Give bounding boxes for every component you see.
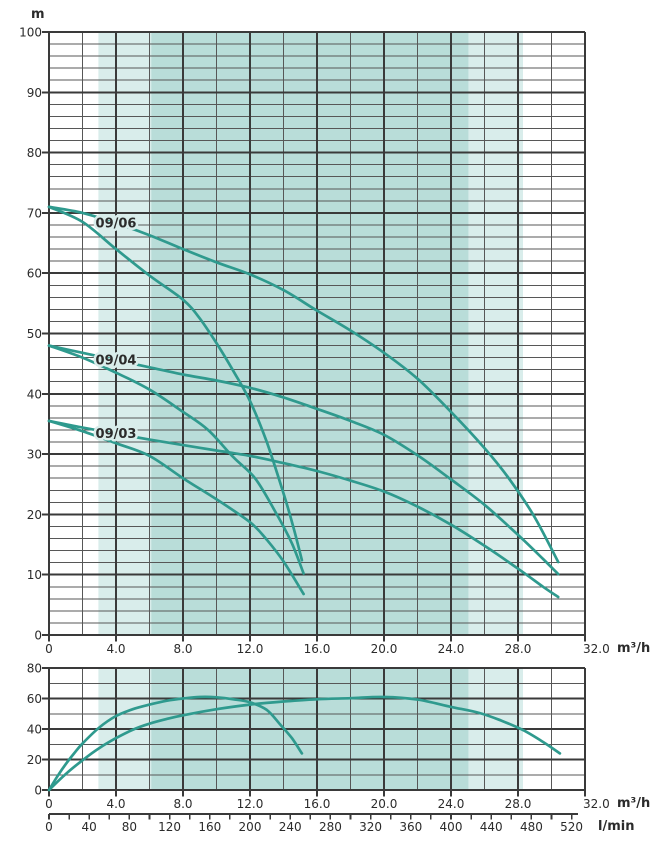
y-tick-label: 70 [27, 206, 42, 220]
lower-chart: 0 4.0 8.0 12.0 16.0 20.0 24.0 28.0 32.0 80 60 40 20 0 [27, 662, 610, 812]
x-tick-label: 16.0 [304, 642, 331, 656]
y-tick-label: 90 [27, 86, 42, 100]
y-tick-label: 0 [34, 784, 42, 798]
curve-lower-curve-flat-family [47, 695, 562, 792]
y-tick-label: 60 [27, 267, 42, 281]
x-tick-label: 20.0 [371, 797, 398, 811]
lmin-tick-label: 80 [122, 820, 137, 834]
lmin-tick-label: 400 [440, 820, 463, 834]
x-tick-label: 24.0 [438, 797, 465, 811]
lmin-tick-label: 320 [359, 820, 382, 834]
lmin-tick-label: 360 [399, 820, 422, 834]
lmin-tick-label: 480 [520, 820, 543, 834]
flow-axis-lmin: 0 40 80 120 160 200 240 280 320 360 400 440 480 520 [45, 813, 583, 834]
y-tick-label: 20 [27, 753, 42, 767]
x-tick-label: 20.0 [371, 642, 398, 656]
curve-09-03-steep [47, 419, 305, 596]
lmin-tick-label: 120 [158, 820, 181, 834]
curve-09-06-flat [47, 205, 560, 564]
x-tick-label: 32.0 [583, 797, 610, 811]
curve-09-04-flat [47, 344, 560, 576]
y-tick-label: 40 [27, 723, 42, 737]
head-chart: 0 4.0 8.0 12.0 16.0 20.0 24.0 28.0 32.0100908070… [19, 26, 610, 657]
lmin-tick-label: 280 [319, 820, 342, 834]
y-tick-label: 0 [34, 629, 42, 643]
x-tick-label: 32.0 [583, 642, 610, 656]
x-tick-label: 0 [45, 797, 53, 811]
x-tick-label: 4.0 [106, 797, 125, 811]
lmin-tick-label: 160 [198, 820, 221, 834]
x-tick-label: 8.0 [173, 642, 192, 656]
x-tick-label: 16.0 [304, 797, 331, 811]
flow-axis-unit-lmin: l/min [598, 819, 635, 834]
x-tick-label: 0 [45, 642, 53, 656]
lmin-tick-label: 0 [45, 820, 53, 834]
x-tick-label: 8.0 [173, 797, 192, 811]
curve-lower-curve-steep-family [47, 695, 304, 792]
x-tick-label: 28.0 [505, 642, 532, 656]
y-tick-label: 10 [27, 568, 42, 582]
x-tick-label: 12.0 [237, 642, 264, 656]
pump-curves [47, 695, 562, 792]
y-tick-label: 60 [27, 692, 42, 706]
head-axis-unit-label: m [31, 7, 45, 22]
curve-label-09-04: 09/04 [96, 354, 137, 369]
lmin-tick-label: 200 [239, 820, 262, 834]
y-tick-label: 40 [27, 387, 42, 401]
grid-major [42, 31, 586, 642]
curve-09-04-steep [47, 344, 305, 575]
y-tick-label: 80 [27, 662, 42, 676]
y-tick-label: 50 [27, 327, 42, 341]
y-tick-label: 20 [27, 508, 42, 522]
y-tick-label: 100 [19, 26, 42, 40]
axis-tick-labels: 0 4.0 8.0 12.0 16.0 20.0 24.0 28.0 32.0100908070… [19, 26, 610, 657]
pump-curves [47, 205, 560, 599]
curve-09-06-steep [47, 205, 304, 562]
y-tick-label: 80 [27, 146, 42, 160]
curve-label-09-03: 09/03 [96, 427, 137, 442]
x-tick-label: 24.0 [438, 642, 465, 656]
x-tick-label: 12.0 [237, 797, 264, 811]
lmin-tick-label: 240 [279, 820, 302, 834]
flow-axis-unit-lower: m³/h [617, 796, 651, 811]
curve-label-09-06: 09/06 [96, 217, 137, 232]
y-tick-label: 30 [27, 448, 42, 462]
lmin-tick-label: 440 [480, 820, 503, 834]
x-tick-label: 4.0 [106, 642, 125, 656]
x-tick-label: 28.0 [505, 797, 532, 811]
curve-09-03-flat [47, 419, 560, 599]
flow-axis-unit-main: m³/h [617, 641, 651, 656]
lmin-tick-label: 520 [560, 820, 583, 834]
axis-tick-labels: 0 4.0 8.0 12.0 16.0 20.0 24.0 28.0 32.0 80 60 40 20 0 [27, 662, 610, 812]
lmin-tick-label: 40 [82, 820, 97, 834]
